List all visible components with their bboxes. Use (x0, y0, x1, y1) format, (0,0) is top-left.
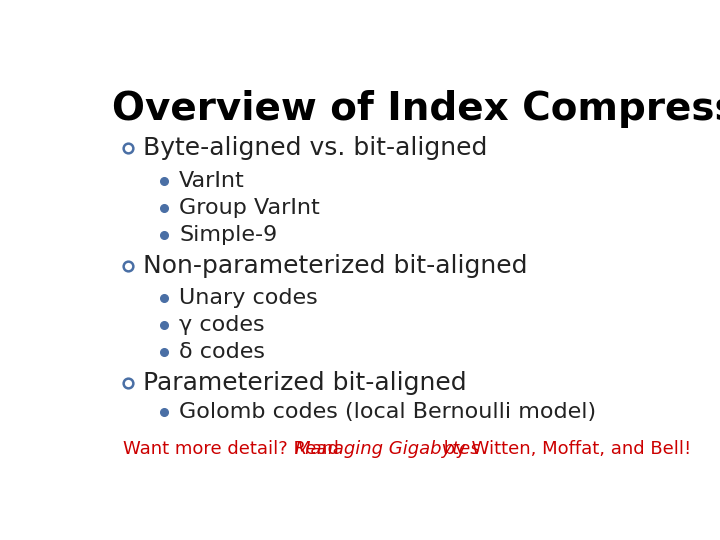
Text: Overview of Index Compression: Overview of Index Compression (112, 90, 720, 128)
Text: Byte-aligned vs. bit-aligned: Byte-aligned vs. bit-aligned (143, 136, 487, 160)
Text: Non-parameterized bit-aligned: Non-parameterized bit-aligned (143, 254, 528, 279)
Text: Golomb codes (local Bernoulli model): Golomb codes (local Bernoulli model) (179, 402, 596, 422)
Text: Want more detail? Read: Want more detail? Read (124, 441, 345, 458)
Text: Simple-9: Simple-9 (179, 225, 277, 245)
Text: VarInt: VarInt (179, 171, 245, 191)
Text: Managing Gigabytes: Managing Gigabytes (295, 441, 480, 458)
Text: Group VarInt: Group VarInt (179, 198, 320, 218)
Text: Unary codes: Unary codes (179, 288, 318, 308)
Text: Parameterized bit-aligned: Parameterized bit-aligned (143, 371, 467, 395)
Text: δ codes: δ codes (179, 342, 265, 362)
Text: γ codes: γ codes (179, 315, 265, 335)
Text: by Witten, Moffat, and Bell!: by Witten, Moffat, and Bell! (438, 441, 692, 458)
